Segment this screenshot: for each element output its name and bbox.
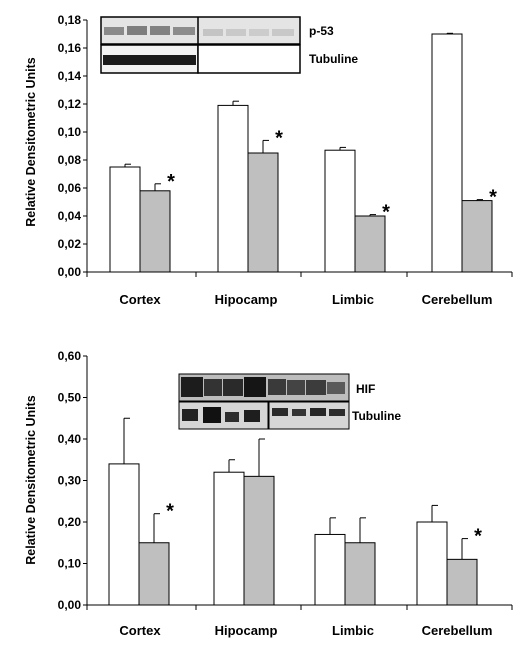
hif-band — [181, 377, 203, 397]
tubuline-band — [244, 410, 260, 422]
p53-band — [226, 29, 246, 36]
chart-1-p53-bands — [104, 26, 294, 36]
hif-band — [223, 379, 243, 396]
chart-2-x-category-label: Cortex — [119, 623, 161, 638]
chart-1-y-tick-label: 0,16 — [58, 41, 82, 55]
chart-2: Relative Densitometric Units 0,00 0,10 0,2… — [24, 349, 513, 638]
chart-2-bar-hipocamp-series-2 — [243, 475, 275, 606]
chart-1-bar-cerebellum-series-1 — [431, 33, 463, 273]
chart-2-y-tick-label: 0,30 — [58, 474, 82, 488]
chart-2-y-tick-label: 0,10 — [58, 557, 82, 571]
p53-band — [173, 27, 195, 35]
chart-1-y-tick-label: 0,02 — [58, 237, 82, 251]
chart-2-bar-hipocamp-series-1 — [213, 471, 245, 606]
hif-band — [268, 379, 286, 395]
chart-1-significance-marker: * — [382, 202, 390, 224]
chart-1-y-tick-label: 0,08 — [58, 153, 82, 167]
chart-1-tubuline-band — [103, 55, 196, 65]
hif-band — [306, 380, 326, 395]
chart-2-y-tick-label: 0,00 — [58, 598, 82, 612]
chart-1: Relative Densitometric Units 0,00 0,02 0,0… — [24, 13, 513, 307]
chart-2-hif-bands — [181, 377, 345, 397]
chart-1-y-tick-label: 0,14 — [58, 69, 82, 83]
chart-2-y-tick-label: 0,50 — [58, 391, 82, 405]
tubuline-band — [225, 412, 239, 422]
chart-2-significance-marker: * — [166, 501, 174, 523]
p53-band — [249, 29, 269, 36]
p53-band — [150, 26, 170, 35]
chart-2-bar-cortex-series-1 — [108, 463, 140, 606]
hif-band — [287, 380, 305, 395]
tubuline-band — [292, 409, 306, 416]
chart-2-bar-cerebellum-series-2 — [446, 558, 478, 606]
tubuline-band — [272, 408, 288, 416]
chart-1-bar-hipocamp-series-2 — [247, 152, 279, 273]
chart-2-y-tick-label: 0,40 — [58, 432, 82, 446]
chart-1-y-tick-label: 0,06 — [58, 181, 82, 195]
chart-1-y-tick-label: 0,12 — [58, 97, 82, 111]
chart-1-bar-cerebellum-series-2 — [461, 200, 493, 273]
chart-1-x-category-label: Limbic — [332, 292, 374, 307]
chart-1-y-tick-label: 0,00 — [58, 265, 82, 279]
chart-1-significance-marker: * — [489, 187, 497, 209]
chart-1-significance-marker: * — [275, 127, 283, 149]
chart-2-y-axis-label: Relative Densitometric Units — [24, 395, 38, 565]
hif-band — [244, 377, 266, 397]
p53-band — [203, 29, 223, 36]
chart-1-blot-inset: p-53 Tubuline — [100, 16, 358, 74]
tubuline-band — [203, 407, 221, 423]
chart-1-bar-limbic-series-1 — [324, 149, 356, 273]
p53-band — [272, 29, 294, 36]
chart-1-bar-limbic-series-2 — [354, 215, 386, 273]
chart-2-blot-inset: HIF Tubuline — [178, 373, 401, 430]
chart-1-blot-label-p53: p-53 — [309, 24, 334, 38]
tubuline-band — [310, 408, 326, 416]
chart-2-bar-cerebellum-series-1 — [416, 521, 448, 606]
chart-2-y-tick-label: 0,20 — [58, 515, 82, 529]
chart-2-x-category-label: Hipocamp — [215, 623, 278, 638]
p53-band — [104, 27, 124, 35]
chart-1-x-category-label: Cerebellum — [422, 292, 493, 307]
chart-1-y-tick-label: 0,18 — [58, 13, 82, 27]
chart-2-y-tick-label: 0,60 — [58, 349, 82, 363]
chart-2-tubuline-bands — [182, 407, 345, 423]
hif-band — [327, 382, 345, 394]
chart-1-y-tick-label: 0,04 — [58, 209, 82, 223]
tubuline-band — [329, 409, 345, 416]
chart-1-y-tick-label: 0,10 — [58, 125, 82, 139]
chart-1-blot-label-tubuline: Tubuline — [309, 52, 358, 66]
chart-1-blot-tubuline-strip-right — [197, 44, 301, 74]
p53-band — [127, 26, 147, 35]
chart-2-blot-label-tubuline: Tubuline — [352, 409, 401, 423]
chart-2-blot-label-hif: HIF — [356, 382, 375, 396]
tubuline-band — [182, 409, 198, 421]
chart-1-x-category-label: Cortex — [119, 292, 161, 307]
chart-2-bar-limbic-series-2 — [344, 542, 376, 606]
chart-2-significance-marker: * — [474, 526, 482, 548]
chart-1-significance-marker: * — [167, 171, 175, 193]
hif-band — [204, 379, 222, 396]
chart-1-bar-cortex-series-2 — [139, 190, 171, 273]
chart-2-x-category-label: Limbic — [332, 623, 374, 638]
chart-2-x-category-label: Cerebellum — [422, 623, 493, 638]
chart-1-x-category-label: Hipocamp — [215, 292, 278, 307]
chart-2-bar-cortex-series-2 — [138, 542, 170, 606]
chart-1-y-axis-label: Relative Densitometric Units — [24, 57, 38, 227]
chart-1-bar-hipocamp-series-1 — [217, 104, 249, 273]
chart-2-bar-limbic-series-1 — [314, 533, 346, 606]
chart-1-bar-cortex-series-1 — [109, 166, 141, 273]
